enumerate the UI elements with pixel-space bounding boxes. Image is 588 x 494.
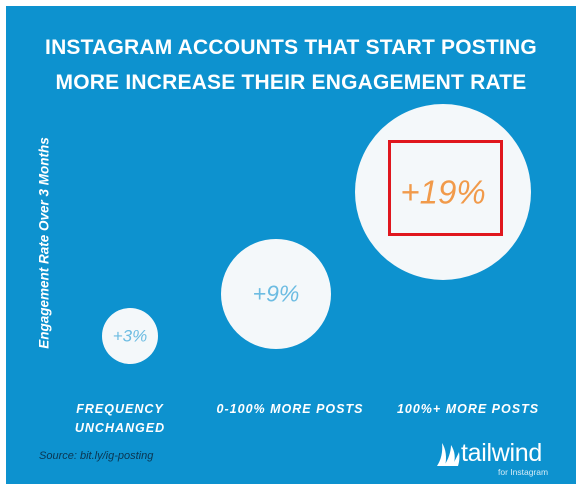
tailwind-brand: tailwind for Instagram xyxy=(434,438,564,478)
data-label-1: +3% xyxy=(112,326,148,346)
data-label-3: +19% xyxy=(400,173,486,211)
tailwind-logo-icon xyxy=(437,443,460,466)
data-label-2: +9% xyxy=(252,280,300,307)
category-label-1: FREQUENCY UNCHANGED xyxy=(74,402,166,435)
bubble-2 xyxy=(221,239,331,349)
y-axis-label: Engagement Rate Over 3 Months xyxy=(36,137,52,349)
source-note: Source: bit.ly/ig-posting xyxy=(39,450,154,462)
category-label-3: 100%+ MORE POSTS xyxy=(396,402,540,416)
brand-name: tailwind xyxy=(461,439,542,467)
chart-title-line-1: INSTAGRAM ACCOUNTS THAT START POSTING xyxy=(45,36,537,59)
infographic-panel: INSTAGRAM ACCOUNTS THAT START POSTING MO… xyxy=(6,6,576,484)
chart-title-line-2: MORE INCREASE THEIR ENGAGEMENT RATE xyxy=(55,71,527,94)
brand-subtitle: for Instagram xyxy=(498,467,549,477)
bubble-1 xyxy=(102,308,158,364)
category-label-2: 0-100% MORE POSTS xyxy=(216,402,364,416)
highlight-box xyxy=(388,140,503,236)
